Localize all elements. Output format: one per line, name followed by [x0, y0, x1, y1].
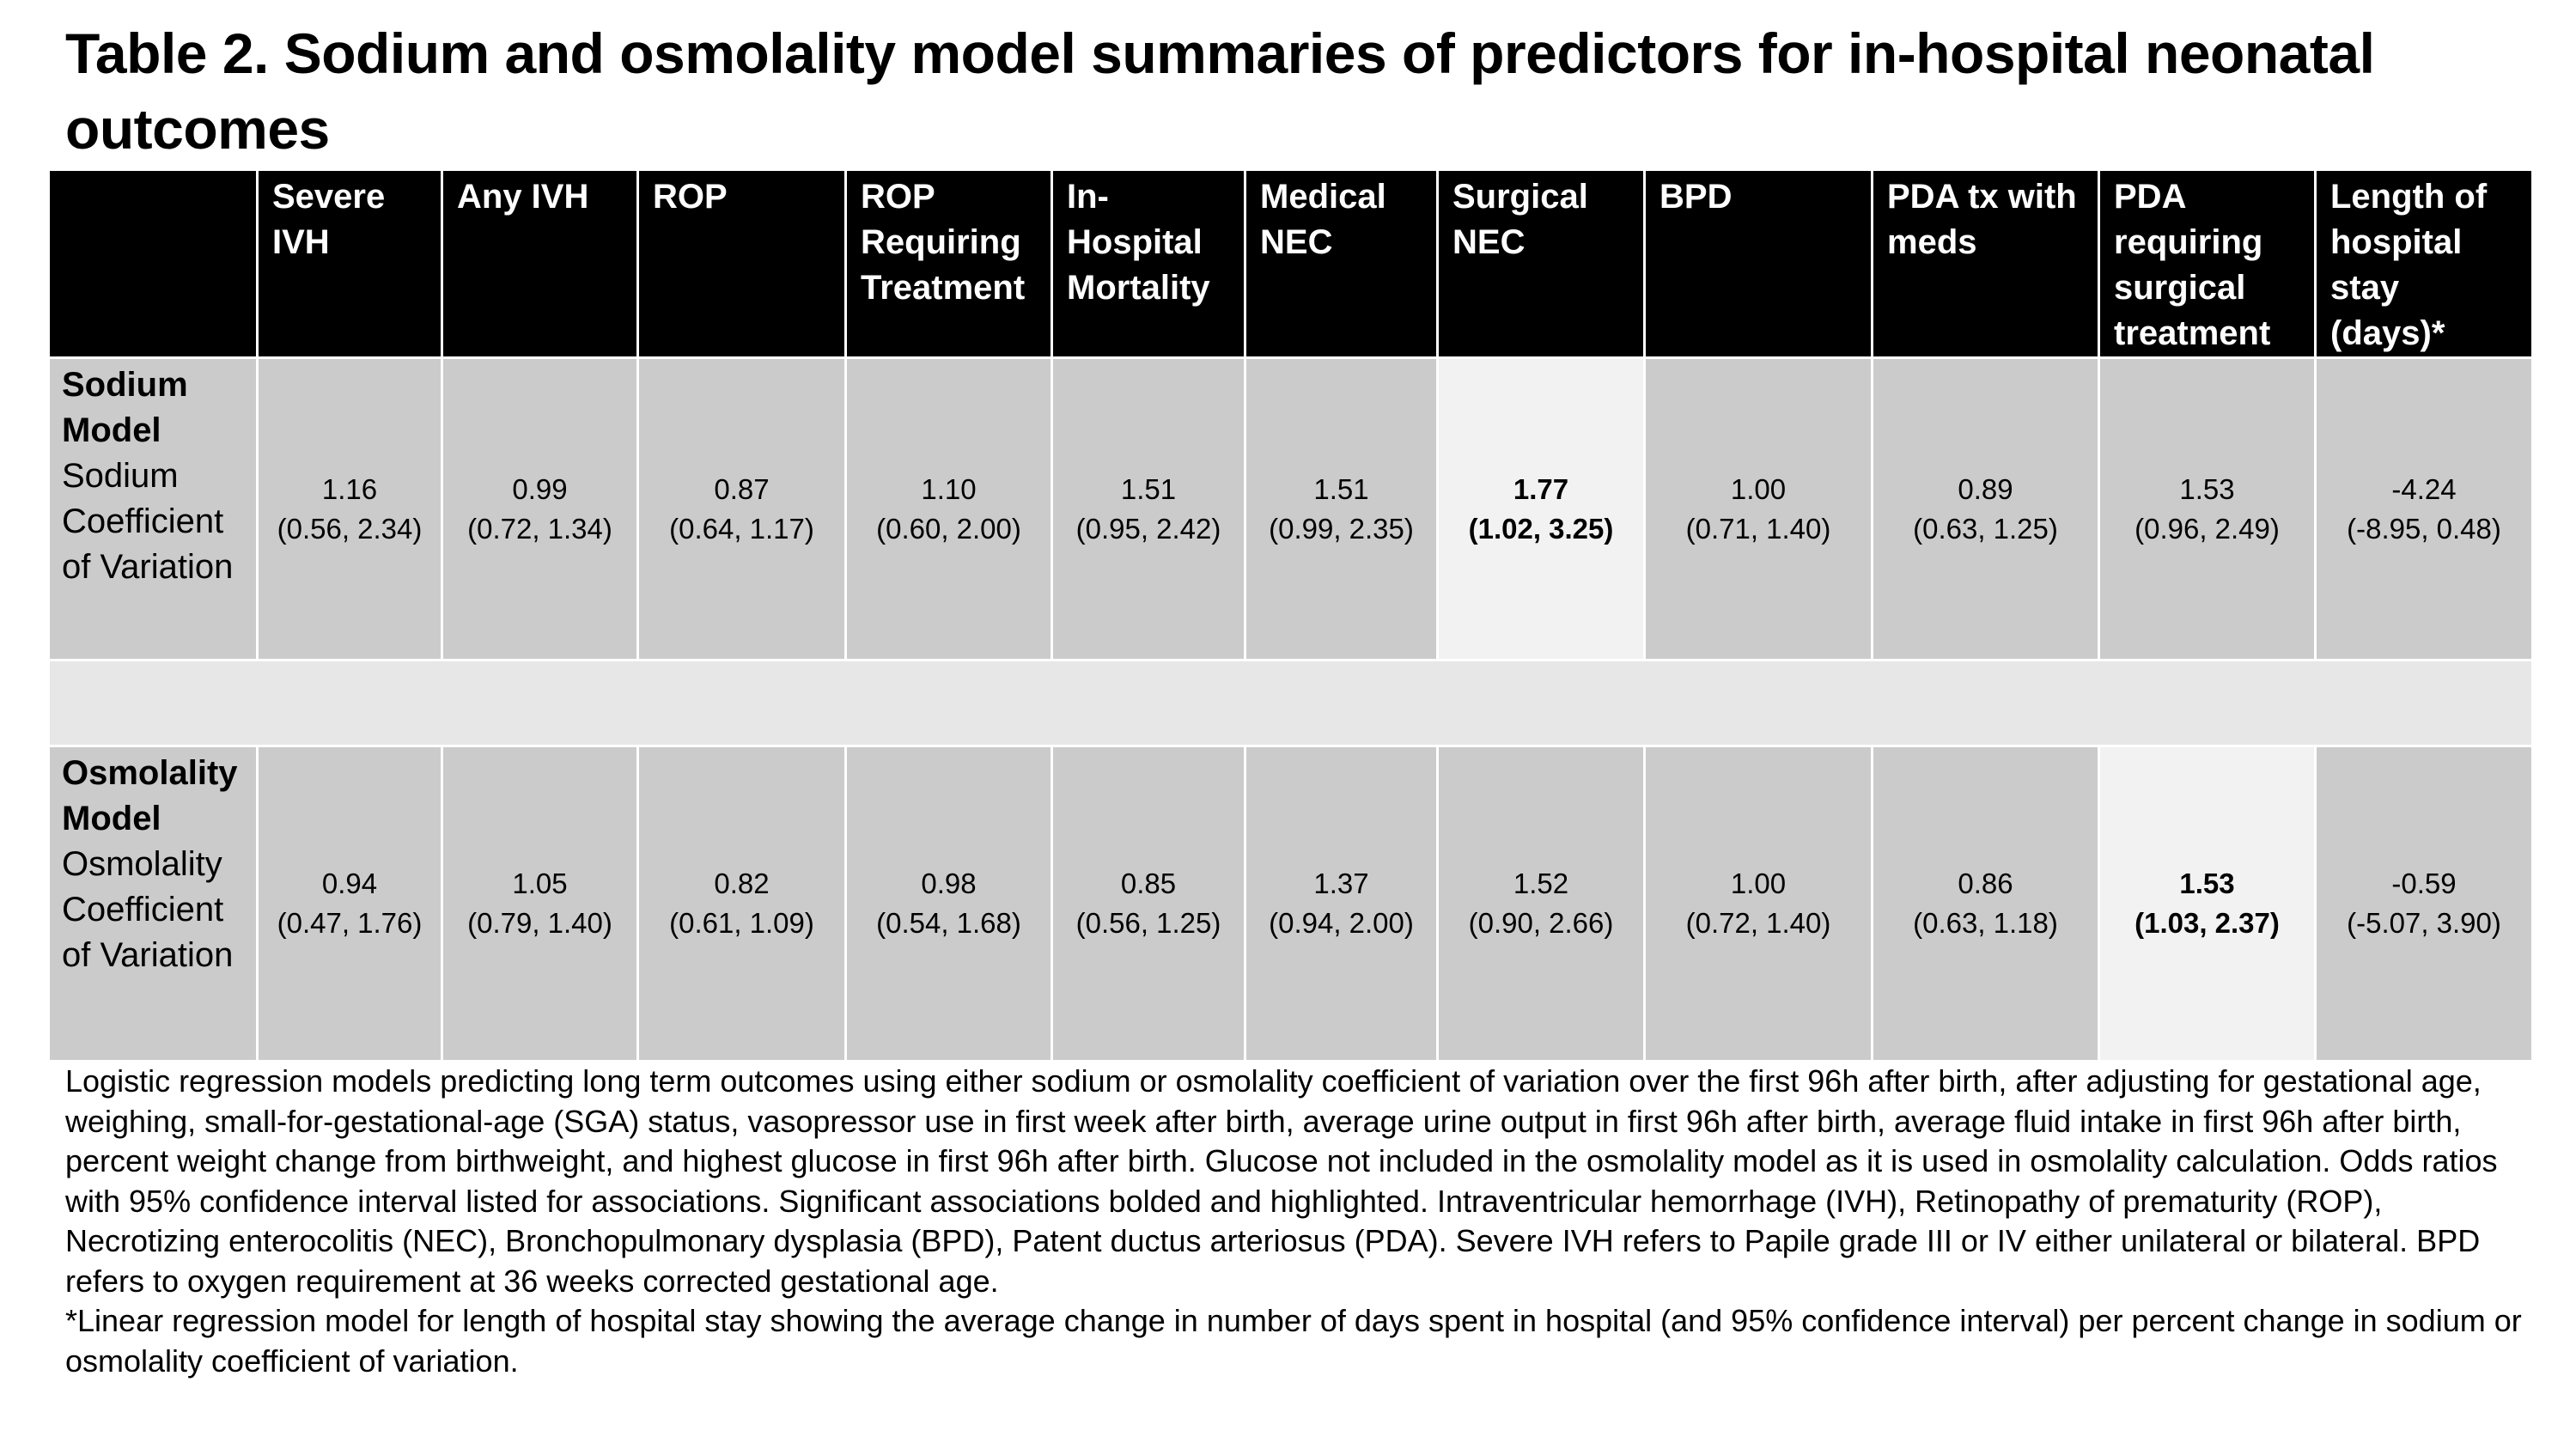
estimate: 1.10: [921, 472, 977, 505]
confidence-interval: (0.90, 2.66): [1468, 907, 1614, 939]
table-footnotes: Logistic regression models predicting lo…: [65, 1062, 2539, 1381]
confidence-interval: (0.61, 1.09): [669, 907, 814, 939]
estimate: 0.94: [321, 868, 378, 899]
estimate: 1.51: [1120, 472, 1177, 505]
column-header-length-of-stay: Length of hospital stay (days)*: [2314, 168, 2534, 359]
table-cell: 0.98 (0.54, 1.68): [844, 745, 1053, 1062]
table-cell: 0.86 (0.63, 1.18): [1871, 745, 2100, 1062]
estimate: -4.24: [2391, 472, 2457, 505]
estimate: 1.16: [321, 472, 378, 505]
column-header-medical-nec: Medical NEC: [1244, 168, 1439, 359]
confidence-interval: (0.56, 2.34): [277, 512, 423, 545]
confidence-interval: (0.72, 1.40): [1685, 907, 1831, 939]
table-cell: 1.77 (1.02, 3.25): [1436, 356, 1646, 661]
estimate: 0.87: [714, 472, 770, 505]
confidence-interval: (0.71, 1.40): [1685, 512, 1831, 545]
estimate: 0.82: [714, 868, 770, 899]
column-header-surgical-nec: Surgical NEC: [1436, 168, 1646, 359]
estimate: 1.00: [1730, 472, 1787, 505]
table-cell: 1.00 (0.72, 1.40): [1643, 745, 1873, 1062]
column-header-rop: ROP: [636, 168, 847, 359]
model-name: Sodium Model: [62, 366, 188, 449]
table-cell: 1.53 (1.03, 2.37): [2098, 745, 2317, 1062]
table-cell: 1.53 (0.96, 2.49): [2098, 356, 2317, 661]
footnote-length-of-stay: *Linear regression model for length of h…: [65, 1303, 2522, 1379]
estimate: 1.51: [1313, 472, 1369, 505]
estimate: -0.59: [2391, 868, 2457, 899]
column-header-blank: [47, 168, 259, 359]
column-header-bpd: BPD: [1643, 168, 1873, 359]
column-header-rop-treatment: ROP Requiring Treatment: [844, 168, 1053, 359]
table-cell: 1.16 (0.56, 2.34): [256, 356, 443, 661]
table-cell: 1.05 (0.79, 1.40): [441, 745, 639, 1062]
confidence-interval: (0.96, 2.49): [2134, 512, 2280, 545]
confidence-interval: (0.94, 2.00): [1269, 907, 1414, 939]
confidence-interval: (0.63, 1.18): [1913, 907, 2058, 939]
spacer-row: [47, 659, 2534, 747]
table-cell: 1.37 (0.94, 2.00): [1244, 745, 1439, 1062]
confidence-interval: (1.03, 2.37): [2134, 907, 2280, 939]
confidence-interval: (-5.07, 3.90): [2347, 907, 2501, 939]
estimate: 1.53: [2179, 868, 2235, 899]
confidence-interval: (0.63, 1.25): [1913, 512, 2058, 545]
table-cell: 1.10 (0.60, 2.00): [844, 356, 1053, 661]
table-cell: 0.82 (0.61, 1.09): [636, 745, 847, 1062]
table-row-osmolality: Osmolality Model Osmolality Coefficient …: [47, 745, 2534, 1062]
header-row: Severe IVH Any IVH ROP ROP Requiring Tre…: [47, 168, 2534, 359]
estimate: 0.89: [1958, 472, 2013, 505]
confidence-interval: (0.47, 1.76): [277, 907, 423, 939]
spacer-cell: [47, 659, 2534, 747]
predictor-name: Osmolality Coefficient of Variation: [62, 845, 234, 974]
table-cell: -0.59 (-5.07, 3.90): [2314, 745, 2534, 1062]
table-title: Table 2. Sodium and osmolality model sum…: [65, 21, 2375, 161]
row-header-osmolality: Osmolality Model Osmolality Coefficient …: [47, 745, 259, 1062]
estimate: 1.05: [512, 868, 568, 899]
model-name: Osmolality Model: [62, 754, 238, 837]
confidence-interval: (0.79, 1.40): [467, 907, 612, 939]
column-header-pda-surgical: PDA requiring surgical treatment: [2098, 168, 2317, 359]
estimate: 1.00: [1730, 868, 1787, 899]
table-cell: 0.94 (0.47, 1.76): [256, 745, 443, 1062]
table-cell: 1.51 (0.99, 2.35): [1244, 356, 1439, 661]
table-cell: 0.87 (0.64, 1.17): [636, 356, 847, 661]
column-header-pda-meds: PDA tx with meds: [1871, 168, 2100, 359]
table-row-sodium: Sodium Model Sodium Coefficient of Varia…: [47, 356, 2534, 661]
estimate: 0.85: [1120, 868, 1177, 899]
table-cell: 1.51 (0.95, 2.42): [1050, 356, 1246, 661]
table-cell: 1.00 (0.71, 1.40): [1643, 356, 1873, 661]
estimate: 1.52: [1513, 868, 1569, 899]
confidence-interval: (0.54, 1.68): [876, 907, 1021, 939]
table-cell: 1.52 (0.90, 2.66): [1436, 745, 1646, 1062]
confidence-interval: (0.99, 2.35): [1269, 512, 1414, 545]
row-header-sodium: Sodium Model Sodium Coefficient of Varia…: [47, 356, 259, 661]
results-table: Severe IVH Any IVH ROP ROP Requiring Tre…: [47, 168, 2534, 1062]
table-cell: 0.99 (0.72, 1.34): [441, 356, 639, 661]
estimate: 1.77: [1513, 472, 1569, 505]
estimate: 0.86: [1958, 868, 2013, 899]
table-cell: 0.85 (0.56, 1.25): [1050, 745, 1246, 1062]
confidence-interval: (0.95, 2.42): [1075, 512, 1221, 545]
predictor-name: Sodium Coefficient of Variation: [62, 457, 234, 586]
estimate: 1.53: [2179, 472, 2235, 505]
column-header-any-ivh: Any IVH: [441, 168, 639, 359]
table-cell: 0.89 (0.63, 1.25): [1871, 356, 2100, 661]
confidence-interval: (0.60, 2.00): [876, 512, 1021, 545]
column-header-severe-ivh: Severe IVH: [256, 168, 443, 359]
confidence-interval: (-8.95, 0.48): [2347, 512, 2501, 545]
confidence-interval: (1.02, 3.25): [1468, 512, 1614, 545]
estimate: 0.98: [921, 868, 977, 899]
confidence-interval: (0.72, 1.34): [467, 512, 612, 545]
estimate: 1.37: [1313, 868, 1369, 899]
confidence-interval: (0.56, 1.25): [1075, 907, 1221, 939]
footnote-methods: Logistic regression models predicting lo…: [65, 1063, 2498, 1299]
column-header-mortality: In-Hospital Mortality: [1050, 168, 1246, 359]
confidence-interval: (0.64, 1.17): [669, 512, 814, 545]
table-cell: -4.24 (-8.95, 0.48): [2314, 356, 2534, 661]
estimate: 0.99: [512, 472, 568, 505]
